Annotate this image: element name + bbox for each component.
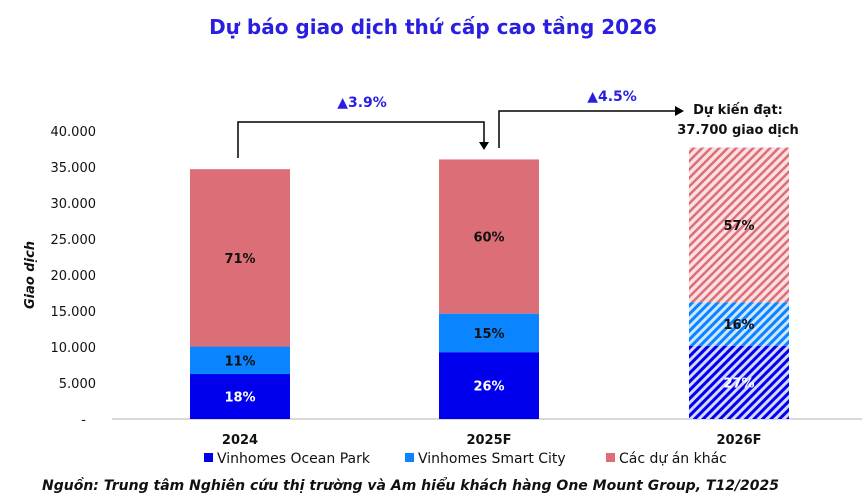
bar-segment	[439, 159, 539, 314]
y-tick-label: 35.000	[51, 161, 97, 176]
growth-label-2025: ▲3.9%	[337, 95, 387, 111]
target-label-line1: Dự kiến đạt:	[693, 103, 783, 118]
bar-segment	[190, 169, 290, 347]
y-axis-label: Giao dịch	[23, 241, 38, 309]
growth-label-2026: ▲4.5%	[587, 89, 637, 105]
y-tick-label: 25.000	[51, 233, 97, 248]
legend-label: Vinhomes Smart City	[418, 451, 566, 467]
y-tick-label: 20.000	[51, 269, 97, 284]
data-label: 18%	[224, 391, 255, 406]
arrowhead-right-icon	[675, 106, 684, 116]
y-tick-label: -	[81, 413, 86, 428]
bar-segment	[689, 345, 789, 419]
chart-title: Dự báo giao dịch thứ cấp cao tầng 2026	[209, 15, 657, 39]
target-label-line2: 37.700 giao dịch	[677, 123, 798, 138]
legend-swatch	[405, 453, 414, 462]
bar-segment	[439, 352, 539, 419]
data-label: 26%	[473, 380, 504, 395]
legend-label: Các dự án khác	[619, 451, 727, 467]
legend-label: Vinhomes Ocean Park	[217, 451, 371, 467]
y-tick-label: 30.000	[51, 197, 97, 212]
x-tick-label: 2026F	[716, 433, 761, 448]
x-tick-label: 2024	[222, 433, 258, 448]
bar-segment	[689, 302, 789, 346]
data-label: 27%	[723, 376, 754, 391]
bar-segment	[689, 147, 789, 303]
bar-segment	[190, 346, 290, 375]
x-tick-label: 2025F	[466, 433, 511, 448]
y-tick-label: 40.000	[51, 125, 97, 140]
bar-segment	[439, 313, 539, 353]
legend-swatch	[204, 453, 213, 462]
legend-swatch	[606, 453, 615, 462]
arrowhead-down-icon	[479, 142, 489, 150]
growth-connector-1	[237, 121, 485, 158]
data-label: 71%	[224, 252, 255, 267]
data-label: 15%	[473, 327, 504, 342]
bar-segment	[190, 374, 290, 419]
legend: Vinhomes Ocean Park Vinhomes Smart City Cá…	[204, 451, 727, 467]
data-label: 16%	[723, 318, 754, 333]
growth-connector-2	[498, 110, 675, 148]
y-tick-label: 10.000	[51, 341, 97, 356]
y-tick-label: 15.000	[51, 305, 97, 320]
data-label: 60%	[473, 231, 504, 246]
source-note: Nguồn: Trung tâm Nghiên cứu thị trường v…	[42, 477, 779, 494]
y-tick-label: 5.000	[59, 377, 96, 392]
data-label: 11%	[224, 354, 255, 369]
data-label: 57%	[723, 219, 754, 234]
